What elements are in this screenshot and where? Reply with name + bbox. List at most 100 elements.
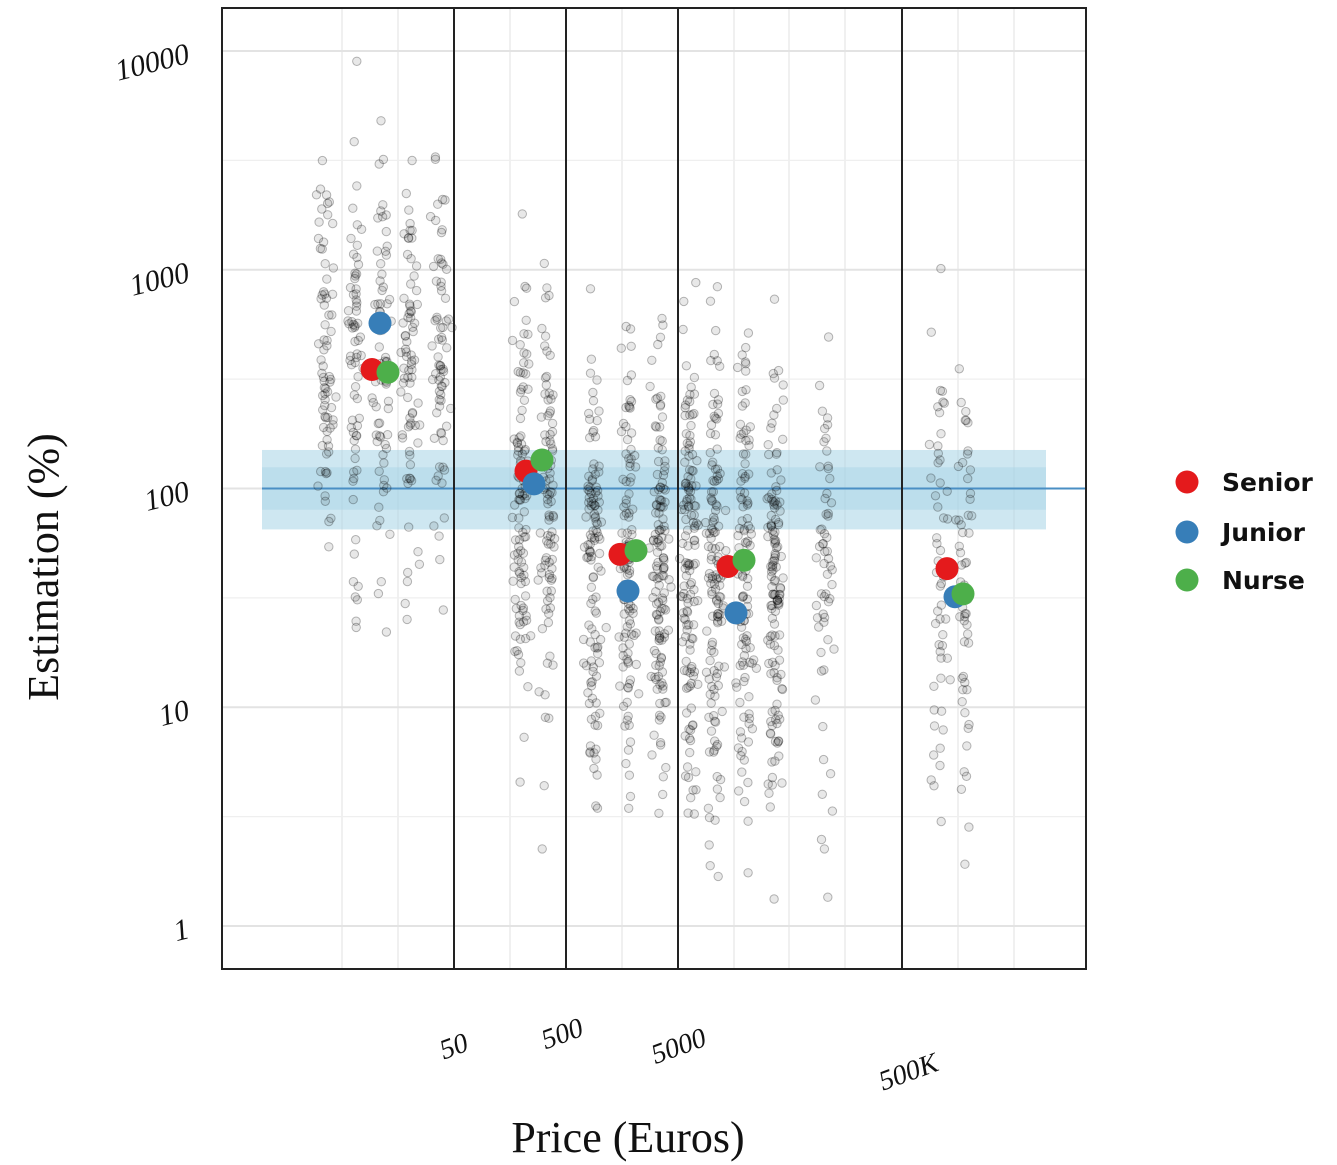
raw-point	[622, 697, 632, 707]
raw-point	[655, 435, 665, 445]
raw-point	[769, 619, 780, 629]
raw-point	[590, 500, 600, 511]
raw-point	[425, 211, 436, 222]
raw-point	[941, 614, 951, 624]
raw-point	[685, 486, 696, 497]
raw-point	[629, 630, 639, 641]
raw-point	[631, 659, 641, 670]
raw-point	[773, 645, 783, 655]
raw-point	[381, 226, 391, 237]
raw-point	[622, 570, 633, 580]
raw-point	[441, 264, 452, 274]
raw-point	[818, 539, 828, 549]
plot-frame	[221, 7, 1087, 970]
raw-point	[653, 456, 664, 467]
raw-point	[351, 269, 362, 279]
raw-point	[740, 634, 751, 645]
raw-point	[737, 386, 747, 397]
raw-point	[736, 476, 746, 486]
raw-point	[822, 569, 833, 579]
raw-point	[510, 646, 520, 657]
raw-point	[618, 662, 628, 672]
raw-point	[732, 362, 743, 373]
raw-point	[404, 522, 414, 532]
raw-point	[510, 535, 521, 545]
raw-point	[938, 725, 948, 735]
raw-point	[624, 679, 635, 689]
raw-point	[579, 658, 589, 668]
raw-point	[933, 441, 943, 451]
raw-point	[679, 296, 689, 307]
raw-point	[767, 418, 777, 428]
raw-point	[715, 468, 725, 479]
raw-point	[658, 484, 669, 494]
raw-point	[544, 515, 554, 525]
raw-point	[964, 528, 974, 538]
raw-point	[509, 550, 520, 560]
raw-point	[680, 457, 690, 467]
raw-point	[706, 555, 716, 565]
series-points	[360, 311, 975, 625]
raw-point	[587, 677, 597, 687]
y-tick-label: 1	[170, 912, 193, 948]
raw-point	[324, 310, 334, 320]
raw-point	[545, 468, 555, 478]
raw-point	[822, 413, 833, 423]
raw-point	[715, 580, 725, 590]
raw-point	[318, 390, 328, 401]
raw-point	[710, 430, 721, 440]
raw-point	[682, 625, 692, 635]
raw-point	[812, 613, 823, 623]
raw-point	[321, 413, 331, 423]
raw-point	[515, 387, 526, 397]
raw-point	[371, 402, 381, 412]
raw-point	[685, 396, 695, 407]
raw-point	[686, 494, 696, 504]
raw-point	[375, 515, 385, 526]
raw-point	[655, 657, 665, 667]
raw-point	[660, 697, 670, 708]
raw-point	[660, 525, 670, 536]
raw-point	[402, 576, 413, 587]
raw-point	[594, 497, 604, 507]
raw-point	[709, 527, 719, 538]
raw-point	[769, 500, 779, 510]
raw-point	[441, 316, 451, 326]
raw-point	[709, 388, 720, 399]
raw-point	[651, 422, 661, 432]
raw-point	[770, 756, 780, 766]
raw-point	[381, 443, 392, 454]
raw-point	[767, 603, 777, 614]
raw-point	[648, 535, 659, 546]
raw-point	[655, 606, 665, 617]
raw-point	[709, 411, 719, 421]
raw-point	[328, 218, 338, 229]
raw-point	[741, 435, 751, 446]
raw-point	[739, 488, 750, 498]
raw-point	[926, 327, 936, 337]
raw-point	[963, 510, 973, 520]
raw-point	[936, 263, 946, 274]
raw-point	[682, 620, 692, 630]
raw-point	[742, 496, 752, 506]
raw-point	[742, 500, 753, 510]
raw-point	[652, 537, 662, 548]
raw-point	[322, 335, 332, 346]
raw-point	[622, 434, 633, 445]
raw-point	[767, 707, 777, 717]
raw-point	[513, 450, 523, 460]
raw-point	[515, 568, 525, 579]
raw-point	[954, 541, 964, 551]
raw-point	[959, 637, 970, 647]
raw-point	[352, 349, 362, 359]
raw-point	[409, 271, 419, 281]
raw-point	[431, 475, 441, 485]
raw-point	[710, 544, 721, 554]
raw-point	[773, 518, 784, 528]
raw-point	[770, 527, 780, 537]
raw-point	[769, 373, 780, 383]
raw-point	[595, 534, 605, 544]
raw-point	[954, 364, 964, 374]
raw-point	[382, 430, 393, 440]
raw-point	[685, 589, 696, 600]
